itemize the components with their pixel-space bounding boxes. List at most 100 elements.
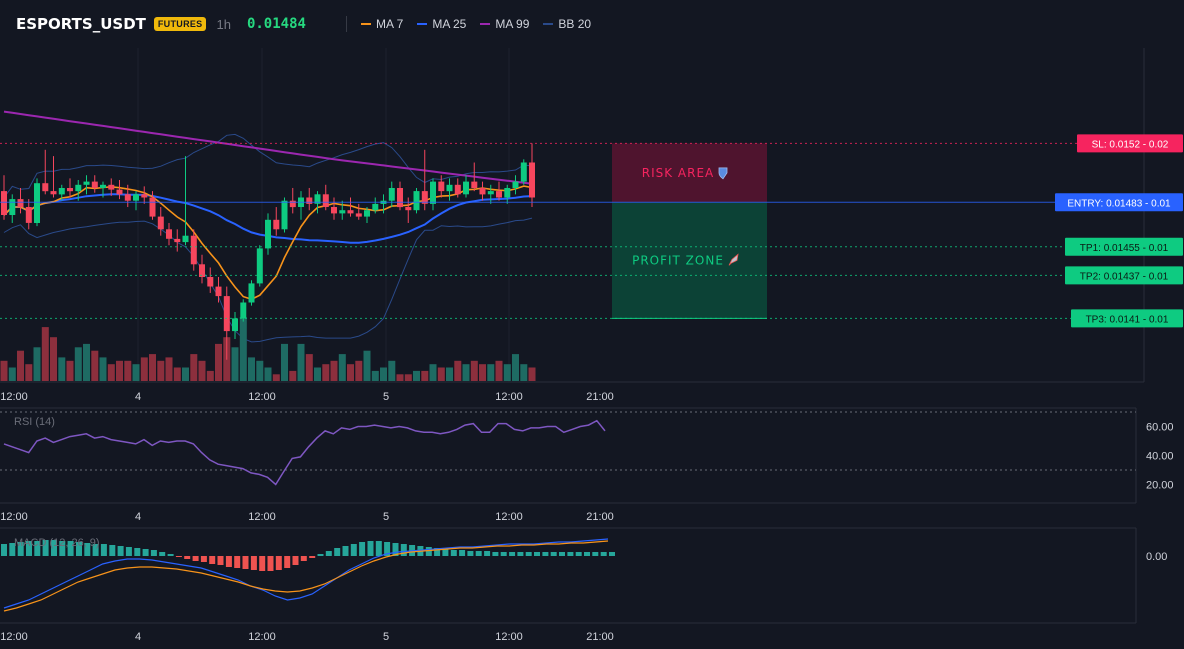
macd-histogram-bar <box>109 545 116 556</box>
candle-body <box>331 207 337 214</box>
entry-level-label: ENTRY: 0.01483 - 0.01 <box>1067 198 1171 209</box>
candle-body <box>50 191 57 195</box>
candle-body <box>174 238 181 243</box>
volume-bar <box>231 347 239 381</box>
candle-body <box>446 184 453 192</box>
candle-body <box>34 183 40 223</box>
macd-histogram-bar <box>142 549 149 556</box>
volume-bar <box>330 360 338 381</box>
timeframe-label[interactable]: 1h <box>216 16 231 32</box>
volume-bar <box>157 360 165 381</box>
volume-bar <box>132 364 140 381</box>
candle-body <box>289 200 296 208</box>
volume-bar <box>264 367 272 381</box>
volume-bar <box>58 357 66 381</box>
volume-bar <box>149 354 156 381</box>
legend-label: MA 7 <box>375 17 404 31</box>
legend-ma99[interactable]: MA 99 <box>480 17 529 31</box>
macd-histogram-bar <box>400 544 407 556</box>
macd-histogram-bar <box>150 550 157 556</box>
tp1-level-label: TP1: 0.01455 - 0.01 <box>1080 243 1169 254</box>
volume-bar <box>454 360 462 381</box>
main-time-tick: 5 <box>383 391 389 403</box>
volume-bar <box>388 360 396 381</box>
volume-bar <box>17 350 24 381</box>
candle-body <box>463 181 469 195</box>
volume-bar <box>272 374 280 381</box>
volume-bar <box>413 370 420 381</box>
volume-bar <box>479 364 486 381</box>
candle-body <box>388 188 395 201</box>
sl-level-tag <box>1077 134 1183 153</box>
macd-histogram-bar <box>350 544 357 556</box>
entry-level-tag <box>1055 193 1183 212</box>
legend-bb20[interactable]: BB 20 <box>543 17 591 31</box>
chart-header: ESPORTS_USDT FUTURES 1h 0.01484 MA 7 MA … <box>0 0 1184 48</box>
macd-histogram-bar <box>592 552 599 556</box>
macd-histogram-bar <box>234 556 241 568</box>
volume-bar <box>116 360 123 381</box>
candle-body <box>306 197 313 204</box>
main-time-tick: 4 <box>135 391 141 403</box>
candle-body <box>339 210 346 214</box>
macd-histogram-bar <box>317 554 324 556</box>
macd-histogram-bar <box>275 556 282 570</box>
macd-histogram-bar <box>450 550 457 556</box>
time-axes: 12:00 4 12:00 5 12:00 21:00 12:00 4 12:00 5 12:00 2… <box>0 391 614 643</box>
last-price: 0.01484 <box>246 16 306 32</box>
volume-bar <box>314 367 321 381</box>
macd-histogram-bar <box>242 556 249 569</box>
volume-bar <box>470 360 478 381</box>
volume-bar <box>495 360 503 381</box>
macd-histogram-bar <box>59 541 66 556</box>
macd-histogram-bar <box>84 543 91 556</box>
volume-bar <box>182 367 189 381</box>
candle-body <box>91 181 98 188</box>
volume-bar <box>50 337 57 381</box>
candle-body <box>512 181 519 188</box>
candle-body <box>273 219 280 230</box>
symbol-name[interactable]: ESPORTS_USDT <box>16 15 146 33</box>
macd-histogram-bar <box>67 541 74 556</box>
legend-label: BB 20 <box>558 17 592 31</box>
macd-histogram-bar <box>51 540 57 556</box>
legend-ma7[interactable]: MA 7 <box>360 17 404 31</box>
risk-area-box <box>612 143 767 203</box>
macd-histogram-bar <box>267 556 274 571</box>
macd-histogram-bar <box>584 552 590 556</box>
macd-histogram-bar <box>217 556 224 565</box>
macd-histogram-bar <box>117 546 124 556</box>
macd-histogram-bar <box>534 552 540 556</box>
line-swatch-icon <box>480 23 491 25</box>
candle-body <box>454 184 461 195</box>
candle-body <box>100 184 106 188</box>
macd-pane: MACD (12, 26, 9) 0.00 <box>1 537 1167 612</box>
rsi-title: RSI (14) <box>14 416 55 428</box>
candle-body <box>471 181 478 188</box>
volume-bar <box>8 367 16 381</box>
volume-bar <box>74 347 82 381</box>
line-swatch-icon <box>417 23 428 25</box>
futures-badge: FUTURES <box>153 17 207 31</box>
macd-histogram-bar <box>525 552 532 556</box>
volume-bar <box>520 364 528 381</box>
macd-histogram-bar <box>100 544 107 556</box>
macd-histogram-bar <box>300 556 307 561</box>
candle-body <box>133 194 139 201</box>
candle-body <box>124 194 131 201</box>
volume-bar <box>165 357 173 381</box>
macd-histogram-bar <box>225 556 232 567</box>
candle-body <box>157 216 164 230</box>
volume-bar <box>83 343 90 381</box>
volume-bar <box>437 367 445 381</box>
macd-time-tick: 21:00 <box>586 631 614 643</box>
risk-area-label: RISK AREA <box>642 166 715 180</box>
macd-histogram-bar <box>334 548 341 556</box>
macd-histogram-bar <box>200 556 207 562</box>
rsi-axis-tick: 60.00 <box>1146 422 1174 434</box>
legend-ma25[interactable]: MA 25 <box>417 17 466 31</box>
macd-histogram-bar <box>167 554 174 556</box>
macd-histogram-bar <box>567 552 574 556</box>
candle-body <box>479 188 486 195</box>
